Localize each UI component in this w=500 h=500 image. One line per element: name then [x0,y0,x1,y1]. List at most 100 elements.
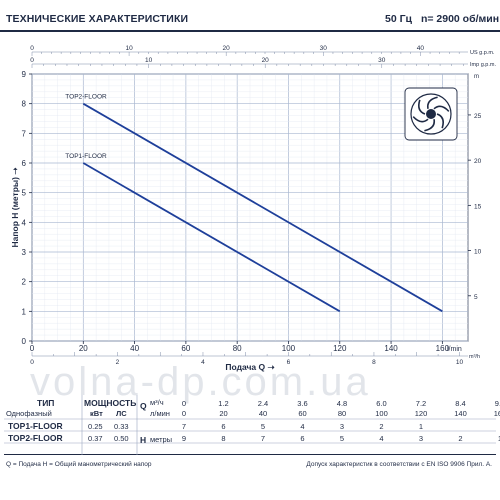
y-tick-label: 1 [22,307,27,316]
speed-label: n= 2900 об/мин [420,13,500,25]
q-m3h-cell: 0 [181,399,187,408]
impgpm-unit: Imp g.p.m. [470,62,496,68]
row2-head-cell: 5 [339,434,345,443]
impeller-blade-icon [424,119,436,132]
q-m3h-cell: 6.0 [376,399,387,408]
y-tick-label: 2 [22,278,27,287]
q-unit-lmin: л/мин [150,409,170,418]
q-m3h-cell: 4.8 [336,399,348,408]
q-m3h-cell: 2.4 [257,399,269,408]
frequency-label: 50 Гц [385,13,413,25]
right-tick-label: 15 [474,203,482,210]
usgpm-label: 40 [417,45,425,52]
x-tick-label: 40 [130,344,139,353]
x-tick-label: 60 [181,344,190,353]
row1-model: TOP1-FLOOR [8,421,63,431]
y-tick-label: 3 [22,248,27,257]
header-bar: ТЕХНИЧЕСКИЕ ХАРАКТЕРИСТИКИ 50 Гц n= 2900… [0,0,500,30]
impgpm-label: 20 [262,57,270,64]
row2-head-cell: 1 [497,434,500,443]
q-m3h-cell: 1.2 [218,399,229,408]
q-lmin-cell: 80 [337,409,347,418]
impeller-blade-icon [426,96,438,109]
footer-tolerance: Допуск характеристик в соответствии с EN… [306,461,492,468]
row2-head-cell: 2 [458,434,463,443]
m3h-label: 10 [456,359,464,366]
x-tick-label: 120 [333,344,347,353]
row1-head-cell: 1 [418,422,424,431]
impgpm-label: 0 [30,57,34,64]
y-axis-label: Напор H (метры) ➝ [10,167,20,248]
h-unit: метры [150,435,173,444]
row1-hp: 0.33 [114,422,129,431]
q-lmin-cell: 60 [298,409,307,418]
q-letter: Q [140,401,147,411]
y-tick-label: 9 [22,70,27,79]
footer-legend: Q = Подача H = Общий манометрический нап… [6,461,152,468]
impeller-hub-icon [426,109,436,119]
q-lmin-cell: 0 [181,409,187,418]
row1-head-cell: 5 [260,422,266,431]
x-tick-label: 140 [384,344,398,353]
m3h-label: 4 [201,359,205,366]
impgpm-label: 30 [378,57,386,64]
m3h-label: 0 [30,359,34,366]
page-title: ТЕХНИЧЕСКИЕ ХАРАКТЕРИСТИКИ [6,13,189,25]
q-lmin-cell: 20 [219,409,228,418]
series-line-1 [82,102,443,313]
q-lmin-cell: 40 [258,409,268,418]
q-m3h-cell: 9.6 [494,399,500,408]
row2-head-cell: 6 [300,434,305,443]
right-tick-label: 25 [474,113,482,120]
y-tick-label: 7 [22,129,27,138]
phase-label: Однофазный [6,409,52,418]
row2-model: TOP2-FLOOR [8,433,63,443]
col-type: ТИП [37,398,55,408]
impeller-blade-icon [433,105,450,112]
right-tick-label: 10 [474,249,482,256]
col-power: МОЩНОСТЬ [84,398,137,408]
kw-header: кВт [90,409,103,418]
right-unit: m [474,74,479,80]
q-m3h-cell: 3.6 [297,399,308,408]
y-tick-label: 5 [22,189,27,198]
impeller-blade-icon [436,113,444,129]
x-unit: l/min [447,346,462,353]
y-tick-label: 4 [22,218,27,227]
q-lmin-cell: 100 [375,409,388,418]
header-specs: 50 Гц n= 2900 об/мин [385,13,500,25]
row2-head-cell: 4 [379,434,384,443]
impeller-blade-icon [418,99,426,115]
row1-kw: 0.25 [88,422,103,431]
row2-head-cell: 7 [260,434,266,443]
usgpm-label: 10 [125,45,133,52]
impgpm-label: 10 [145,57,153,64]
x-tick-label: 100 [282,344,296,353]
row2-head-cell: 3 [418,434,424,443]
footer: Q = Подача H = Общий манометрический нап… [6,461,496,468]
series-label-2: TOP1-FLOOR [65,153,107,160]
m3h-label: 8 [372,359,376,366]
header-divider [0,30,500,32]
x-tick-label: 20 [79,344,88,353]
right-tick-label: 20 [474,158,482,165]
m3h-unit: m³/h [469,354,480,360]
h-letter: H [140,435,147,445]
row2-kw: 0.37 [88,434,103,443]
q-m3h-cell: 8.4 [455,399,466,408]
x-axis-label: Подача Q ➝ [225,362,275,372]
q-lmin-cell: 140 [454,409,467,418]
row1-head-cell: 7 [181,422,187,431]
q-unit-m3h: м³/ч [150,398,164,407]
row1-head-cell: 6 [221,422,226,431]
series-line-2 [82,162,341,313]
series-label-1: TOP2-FLOOR [65,94,107,101]
y-tick-label: 8 [22,100,27,109]
q-m3h-cell: 7.2 [415,399,427,408]
x-tick-label: 0 [30,344,35,353]
q-lmin-cell: 120 [414,409,428,418]
row2-hp: 0.50 [114,434,129,443]
row2-head-cell: 8 [221,434,226,443]
usgpm-label: 0 [30,45,34,52]
